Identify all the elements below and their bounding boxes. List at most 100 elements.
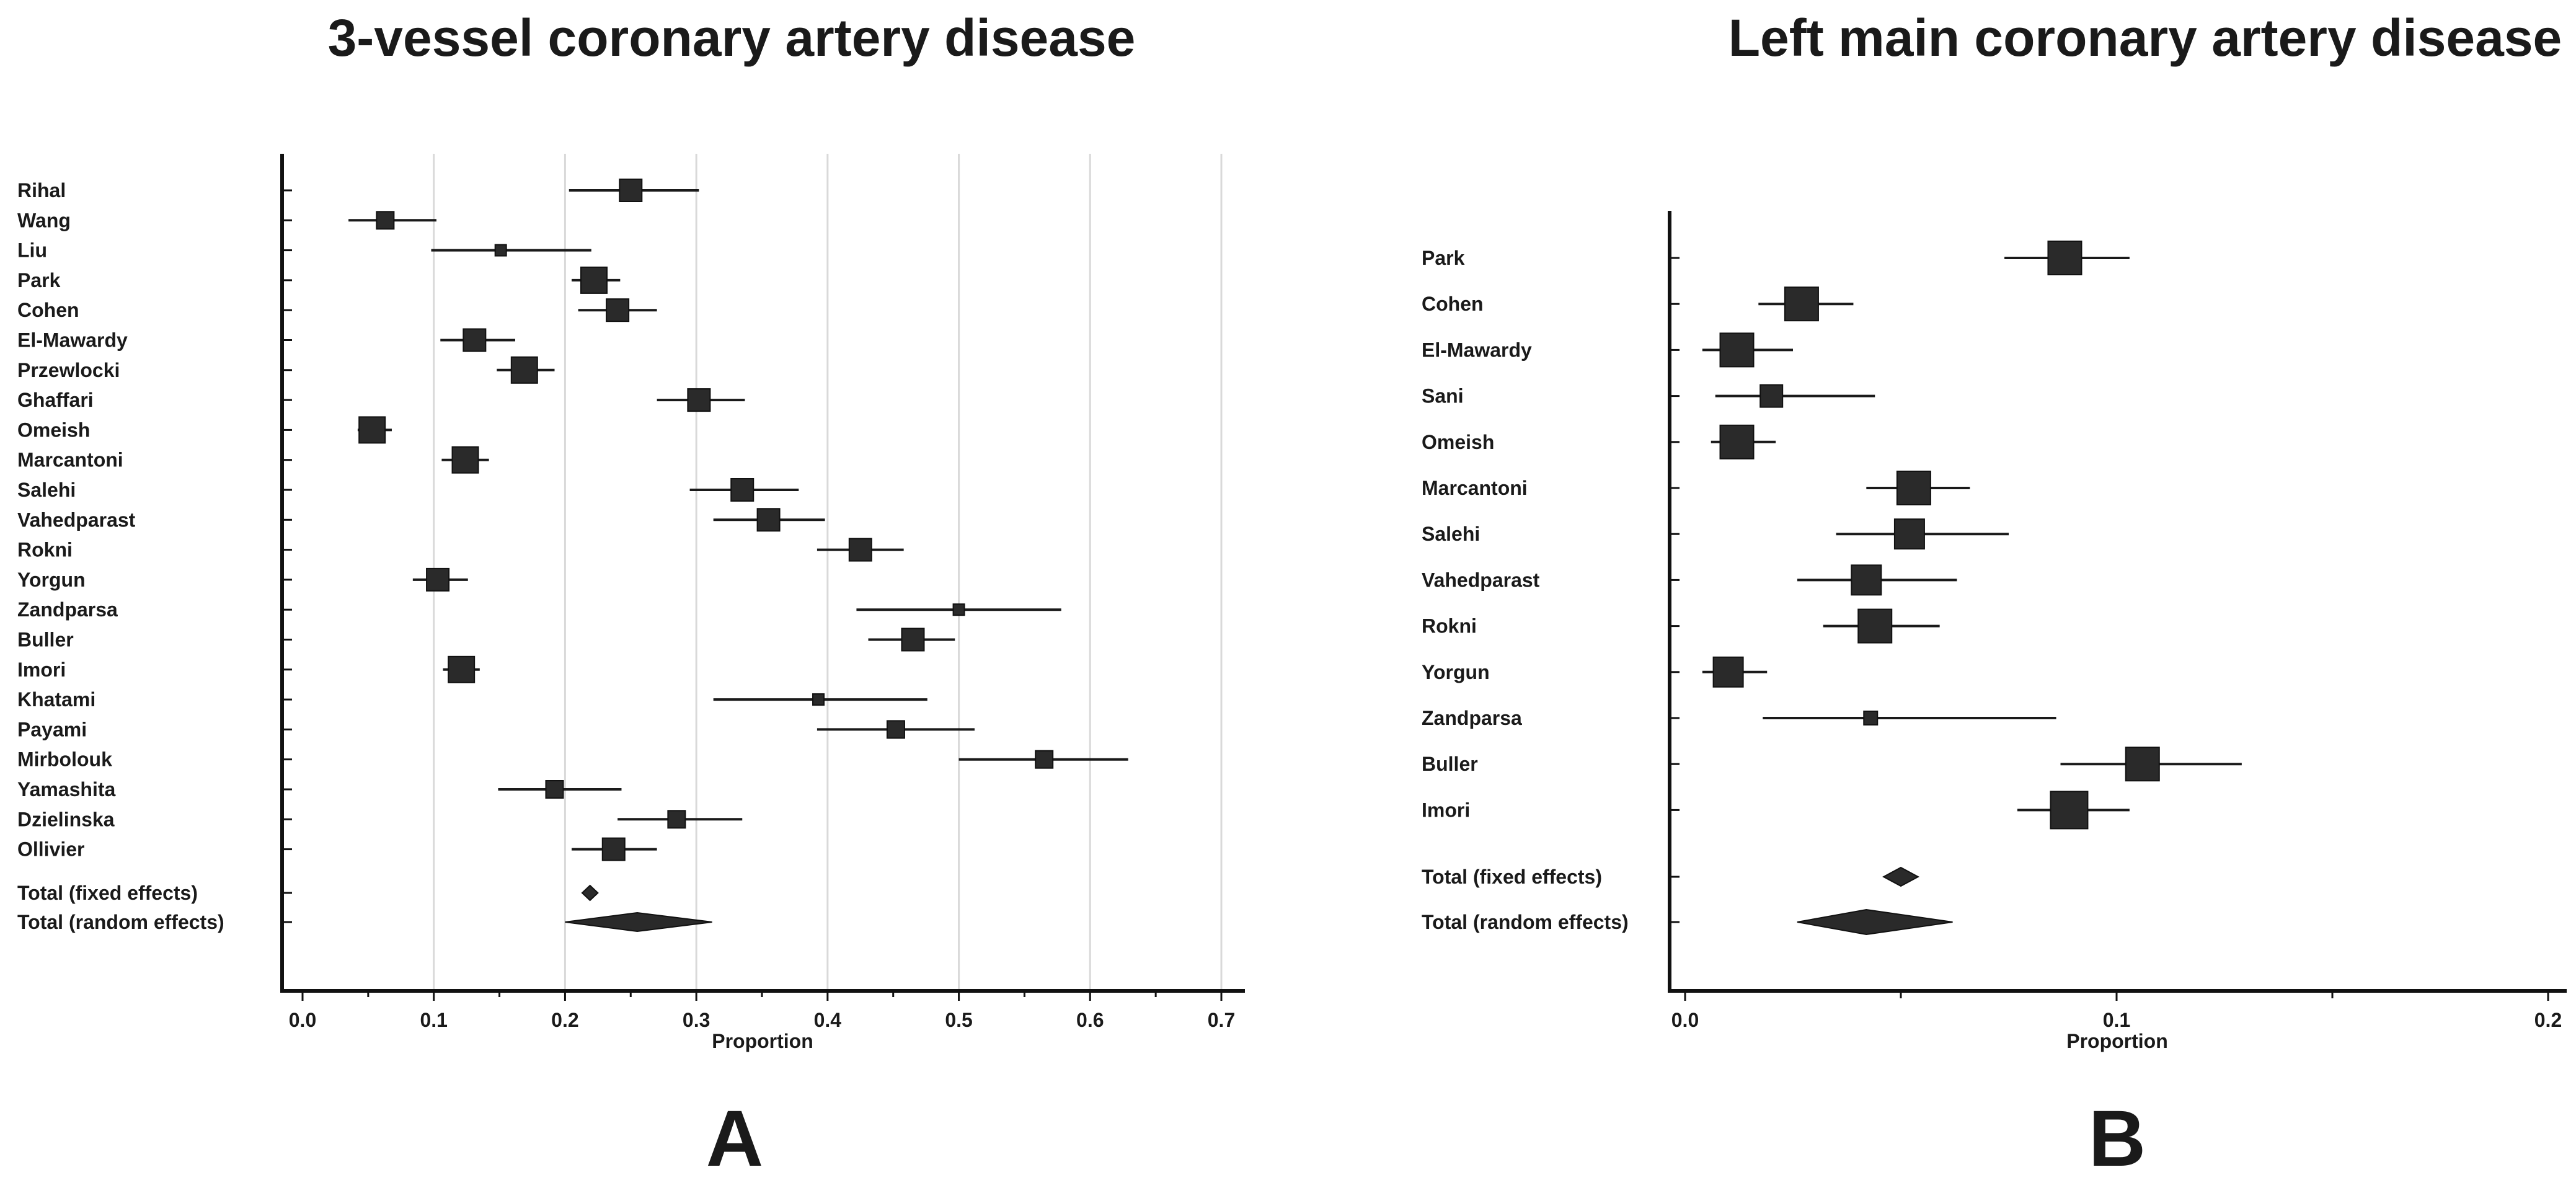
point-estimate-marker (358, 416, 386, 444)
point-estimate-marker (601, 837, 626, 861)
point-estimate-marker (426, 567, 450, 592)
point-estimate-marker (1759, 384, 1784, 408)
point-estimate-marker (886, 720, 905, 739)
x-tick-label: 0.3 (683, 1009, 710, 1031)
point-estimate-marker (901, 628, 925, 652)
point-estimate-marker (1784, 286, 1819, 322)
study-label: Mirbolouk (17, 748, 112, 771)
panel-b-marks (1702, 241, 2242, 936)
point-estimate-marker (1893, 518, 1925, 550)
random-effects-diamond (1797, 908, 1953, 936)
panel-b-left-main: Left main coronary artery disease Park Co… (1422, 9, 2567, 1180)
x-tick-label: 0.6 (1076, 1009, 1104, 1031)
point-estimate-marker (2125, 747, 2160, 782)
panel-b-x-axis-label: Proportion (2066, 1030, 2168, 1052)
panel-a-study-labels: Rihal Wang Liu Park Cohen El-Mawardy Przewlock… (17, 179, 224, 933)
study-label: Salehi (1422, 523, 1480, 545)
random-effects-diamond (565, 912, 712, 933)
panel-b-ticks: 0.0 0.1 0.2 (1671, 1009, 2562, 1031)
point-estimate-marker (687, 388, 711, 412)
study-label: Imori (17, 659, 66, 681)
total-label: Total (fixed effects) (17, 882, 198, 904)
study-label: Zandparsa (1422, 707, 1522, 729)
point-estimate-marker (376, 211, 395, 230)
study-label: Sani (1422, 385, 1464, 407)
study-label: Marcantoni (1422, 477, 1528, 499)
panel-b-title: Left main coronary artery disease (1728, 9, 2562, 67)
point-estimate-marker (756, 508, 781, 532)
study-label: Salehi (17, 479, 76, 501)
panel-a-title: 3-vessel coronary artery disease (328, 9, 1136, 67)
x-tick-label: 0.0 (1671, 1009, 1699, 1031)
panel-a-x-axis-label: Proportion (712, 1030, 813, 1052)
point-estimate-marker (463, 328, 487, 352)
x-tick-label: 0.5 (945, 1009, 972, 1031)
point-estimate-marker (451, 446, 479, 474)
point-estimate-marker (952, 603, 965, 616)
fixed-effects-diamond (1882, 866, 1919, 887)
study-label: Dzielinska (17, 808, 115, 830)
x-tick-label: 0.4 (814, 1009, 842, 1031)
panel-b-study-labels: Park Cohen El-Mawardy Sani Omeish Marcantoni S… (1422, 247, 1629, 933)
study-label: Rokni (1422, 615, 1477, 637)
panel-a-ticks: 0.0 0.1 0.2 0.3 0.4 0.5 0.6 0.7 (289, 1009, 1235, 1031)
study-label: Vahedparast (17, 508, 136, 531)
study-label: El-Mawardy (1422, 339, 1532, 361)
point-estimate-marker (667, 810, 686, 829)
total-label: Total (random effects) (1422, 911, 1629, 933)
study-label: Buller (1422, 753, 1478, 775)
point-estimate-marker (1896, 471, 1931, 505)
x-tick-label: 0.2 (551, 1009, 578, 1031)
study-label: El-Mawardy (17, 329, 128, 352)
study-label: Payami (17, 718, 87, 740)
study-label: Cohen (1422, 293, 1484, 315)
point-estimate-marker (448, 655, 476, 683)
study-label: Vahedparast (1422, 569, 1540, 591)
point-estimate-marker (1851, 564, 1882, 596)
point-estimate-marker (580, 266, 608, 294)
panel-a-3-vessel: 3-vessel coronary artery disease Rihal Wa… (17, 9, 1245, 1180)
point-estimate-marker (619, 179, 643, 202)
panel-b-letter: B (2089, 1094, 2146, 1180)
study-label: Khatami (17, 688, 95, 711)
point-estimate-marker (848, 538, 872, 562)
point-estimate-marker (1035, 750, 1054, 769)
point-estimate-marker (1712, 656, 1744, 688)
study-label: Ollivier (17, 838, 85, 861)
panel-a-letter: A (706, 1094, 763, 1180)
panel-a-axes (280, 154, 1245, 1001)
study-label: Yorgun (1422, 661, 1490, 683)
x-tick-label: 0.1 (2103, 1009, 2130, 1031)
study-label: Cohen (17, 299, 79, 321)
point-estimate-marker (730, 478, 755, 502)
study-label: Buller (17, 629, 74, 651)
fixed-effects-diamond (581, 884, 599, 902)
study-label: Park (17, 269, 61, 291)
point-estimate-marker (1857, 608, 1893, 644)
study-label: Wang (17, 209, 71, 231)
x-tick-label: 0.7 (1208, 1009, 1235, 1031)
study-label: Yorgun (17, 569, 86, 591)
study-label: Imori (1422, 799, 1470, 821)
study-label: Yamashita (17, 778, 116, 801)
panel-b-axes (1668, 211, 2567, 1001)
point-estimate-marker (2047, 241, 2082, 275)
x-tick-label: 0.2 (2534, 1009, 2562, 1031)
study-label: Liu (17, 239, 47, 262)
study-label: Park (1422, 247, 1465, 269)
total-label: Total (random effects) (17, 911, 224, 933)
panel-a-marks (348, 179, 1128, 933)
point-estimate-marker (510, 356, 538, 384)
point-estimate-marker (606, 298, 630, 322)
x-tick-label: 0.0 (289, 1009, 316, 1031)
study-label: Ghaffari (17, 389, 94, 411)
point-estimate-marker (1719, 424, 1755, 459)
study-label: Marcantoni (17, 449, 123, 471)
x-tick-label: 0.1 (420, 1009, 447, 1031)
panel-a-grid (433, 154, 1223, 991)
study-label: Omeish (1422, 431, 1494, 453)
point-estimate-marker (1863, 711, 1879, 725)
point-estimate-marker (545, 780, 564, 799)
